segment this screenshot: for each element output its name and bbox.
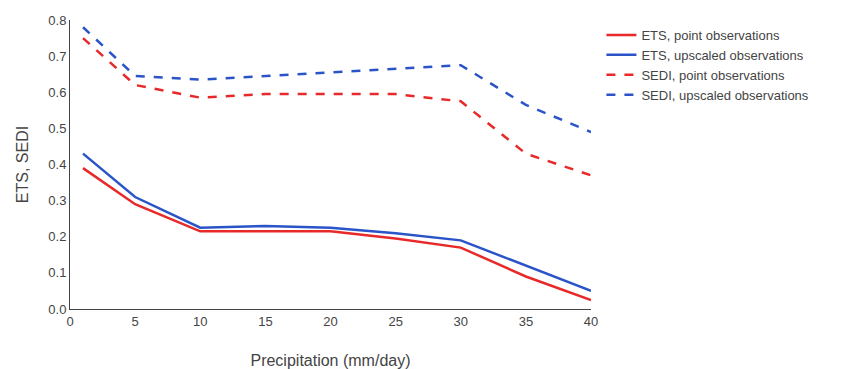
- svg-text:0.4: 0.4: [48, 157, 66, 172]
- svg-text:0.0: 0.0: [48, 302, 66, 317]
- svg-text:Precipitation (mm/day): Precipitation (mm/day): [250, 352, 410, 369]
- svg-text:ETS, SEDI: ETS, SEDI: [14, 126, 31, 203]
- svg-text:0.5: 0.5: [48, 121, 66, 136]
- svg-text:15: 15: [258, 314, 272, 329]
- svg-text:0.2: 0.2: [48, 229, 66, 244]
- svg-text:25: 25: [388, 314, 402, 329]
- svg-text:0.1: 0.1: [48, 265, 66, 280]
- svg-text:0: 0: [66, 314, 73, 329]
- svg-text:0.8: 0.8: [48, 13, 66, 28]
- svg-text:5: 5: [132, 314, 139, 329]
- svg-text:ETS, point observations: ETS, point observations: [641, 28, 780, 43]
- svg-text:0.6: 0.6: [48, 85, 66, 100]
- svg-text:ETS, upscaled observations: ETS, upscaled observations: [641, 48, 803, 63]
- svg-text:35: 35: [519, 314, 533, 329]
- svg-text:SEDI, upscaled observations: SEDI, upscaled observations: [641, 88, 808, 103]
- svg-text:0.3: 0.3: [48, 193, 66, 208]
- svg-text:SEDI, point observations: SEDI, point observations: [641, 68, 785, 83]
- svg-text:0.7: 0.7: [48, 49, 66, 64]
- svg-text:20: 20: [323, 314, 337, 329]
- svg-text:10: 10: [193, 314, 207, 329]
- svg-text:40: 40: [584, 314, 598, 329]
- svg-text:30: 30: [454, 314, 468, 329]
